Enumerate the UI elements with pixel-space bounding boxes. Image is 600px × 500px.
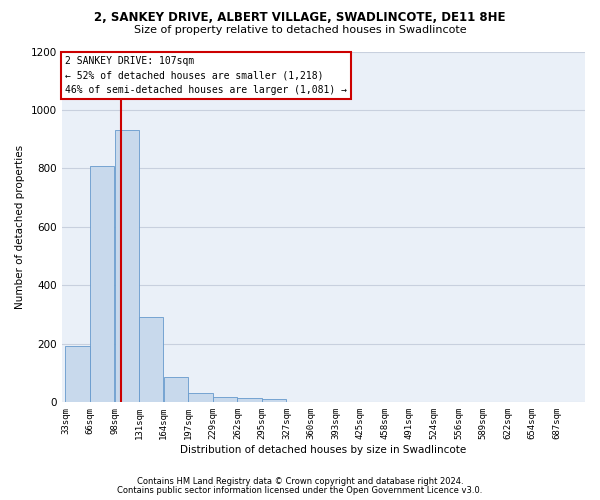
Text: Contains public sector information licensed under the Open Government Licence v3: Contains public sector information licen… <box>118 486 482 495</box>
Text: 2 SANKEY DRIVE: 107sqm
← 52% of detached houses are smaller (1,218)
46% of semi-: 2 SANKEY DRIVE: 107sqm ← 52% of detached… <box>65 56 347 96</box>
Text: 2, SANKEY DRIVE, ALBERT VILLAGE, SWADLINCOTE, DE11 8HE: 2, SANKEY DRIVE, ALBERT VILLAGE, SWADLIN… <box>94 11 506 24</box>
Text: Size of property relative to detached houses in Swadlincote: Size of property relative to detached ho… <box>134 25 466 35</box>
Bar <box>139 316 163 402</box>
Bar <box>238 398 262 402</box>
Bar <box>262 399 286 402</box>
Bar <box>164 378 188 402</box>
Bar <box>188 392 212 402</box>
X-axis label: Distribution of detached houses by size in Swadlincote: Distribution of detached houses by size … <box>180 445 466 455</box>
Text: Contains HM Land Registry data © Crown copyright and database right 2024.: Contains HM Land Registry data © Crown c… <box>137 477 463 486</box>
Y-axis label: Number of detached properties: Number of detached properties <box>15 145 25 309</box>
Bar <box>115 130 139 402</box>
Bar <box>65 346 90 403</box>
Bar <box>90 166 114 402</box>
Bar <box>213 397 237 402</box>
